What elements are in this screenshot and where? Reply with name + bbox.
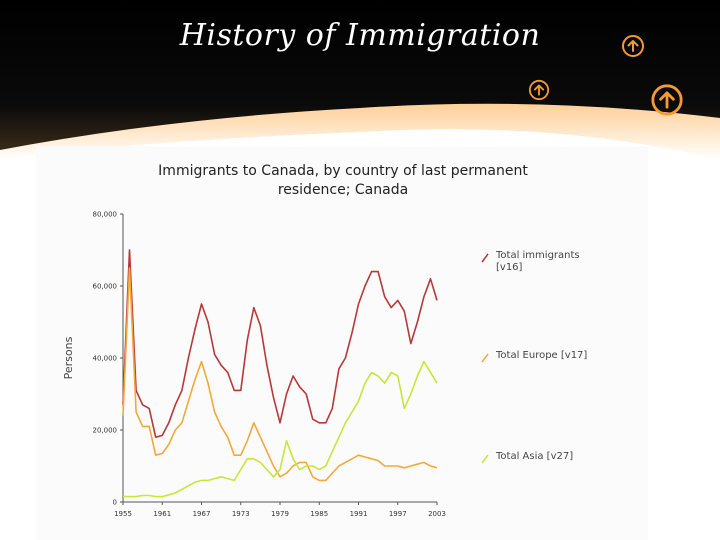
legend-code: [v16]	[496, 262, 523, 273]
x-tick-label: 1961	[153, 510, 171, 518]
chart-panel: Immigrants to Canada, by country of last…	[36, 146, 648, 540]
up-arrow-circle-icon	[622, 35, 644, 57]
series-line	[123, 360, 438, 498]
x-tick-label: 1991	[350, 510, 368, 518]
header-dark-band	[0, 0, 720, 150]
y-tick-label: 60,000	[93, 283, 118, 291]
y-tick-label: 20,000	[93, 427, 118, 435]
legend-swatch	[481, 353, 489, 363]
up-arrow-circle-icon	[651, 84, 683, 116]
y-tick-label: 40,000	[93, 355, 118, 363]
legend-label: Total Asia [v27]	[495, 451, 573, 462]
slide-header: History of Immigration	[0, 0, 720, 160]
chart-title-line-1: Immigrants to Canada, by country of last…	[158, 163, 528, 179]
y-tick-label: 0	[113, 499, 117, 507]
slide-title: History of Immigration	[179, 18, 541, 53]
x-tick-label: 1967	[193, 510, 211, 518]
y-tick-label: 80,000	[93, 211, 118, 219]
chart-title-line-2: residence; Canada	[277, 182, 409, 198]
y-axis-label: Persons	[62, 336, 75, 379]
line-chart: Persons 0 20,000 40,000 60,000 80,000 1955 196…	[62, 211, 587, 519]
x-tick-label: 1997	[389, 510, 407, 518]
series-line	[122, 267, 438, 482]
header-background	[0, 0, 720, 160]
legend-swatch	[481, 253, 489, 263]
series-line	[122, 249, 438, 439]
x-tick-label: 2003	[428, 510, 446, 518]
legend-label: Total Europe [v17]	[495, 350, 587, 361]
legend-label: Total immigrants	[495, 250, 580, 261]
x-tick-label: 1979	[271, 510, 289, 518]
chart-title: Immigrants to Canada, by country of last…	[128, 162, 558, 200]
x-tick-label: 1985	[310, 510, 328, 518]
x-tick-label: 1955	[114, 510, 132, 518]
legend-swatch	[481, 454, 489, 464]
x-tick-label: 1973	[232, 510, 250, 518]
up-arrow-circle-icon	[528, 79, 550, 101]
